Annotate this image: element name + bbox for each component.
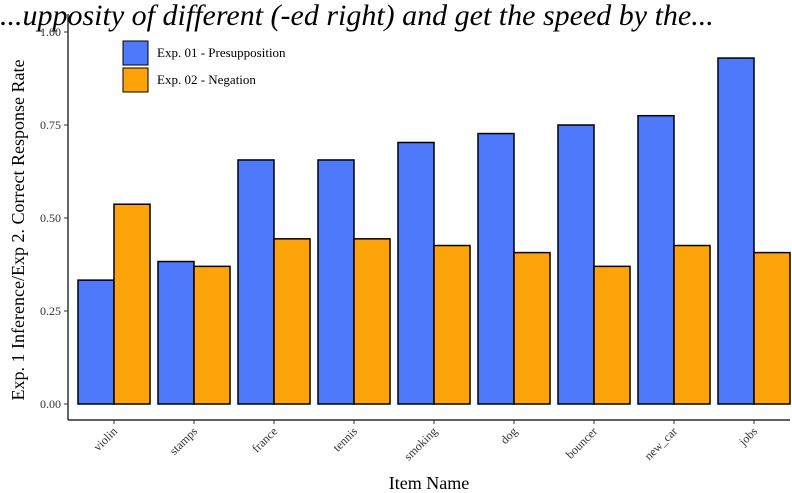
bar-new_car-series-2 bbox=[673, 244, 711, 405]
bar-tennis-series-1 bbox=[317, 159, 355, 405]
bar-dog-series-1 bbox=[477, 132, 515, 405]
legend-swatch-presupposition bbox=[122, 40, 149, 66]
x-ticks: violin stamps france tennis smoking dog bounce… bbox=[90, 420, 760, 463]
x-tick-label: france bbox=[249, 424, 280, 455]
bars-group bbox=[77, 57, 791, 405]
y-tick-label: 0.25 bbox=[40, 304, 61, 318]
bar-jobs-series-1 bbox=[717, 57, 755, 405]
bar-new_car-series-1 bbox=[637, 114, 675, 405]
x-tick-label: violin bbox=[90, 424, 120, 454]
bar-tennis-series-2 bbox=[353, 238, 391, 405]
y-tick-label: 0.75 bbox=[40, 118, 61, 132]
bar-stamps-series-1 bbox=[157, 260, 195, 405]
y-tick-label: 1.00 bbox=[40, 25, 61, 39]
bar-violin-series-2 bbox=[113, 203, 151, 405]
bar-violin-series-1 bbox=[77, 279, 115, 405]
legend-label-negation: Exp. 02 - Negation bbox=[157, 72, 256, 87]
legend-label-presupposition: Exp. 01 - Presupposition bbox=[157, 45, 286, 60]
chart-title: ...upposity of different (-ed right) and… bbox=[0, 0, 714, 32]
bar-france-series-2 bbox=[273, 238, 311, 405]
x-tick-label: smoking bbox=[401, 424, 440, 463]
bar-bouncer-series-1 bbox=[557, 124, 595, 405]
y-ticks: 0.00 0.25 0.50 0.75 1.00 bbox=[40, 25, 68, 411]
x-tick-label: bouncer bbox=[563, 424, 600, 461]
x-tick-label: stamps bbox=[167, 424, 201, 458]
x-axis-title: Item Name bbox=[389, 473, 469, 493]
bar-dog-series-2 bbox=[513, 251, 551, 405]
x-tick-label: tennis bbox=[330, 424, 360, 454]
bar-jobs-series-2 bbox=[753, 251, 791, 405]
x-tick-label: jobs bbox=[735, 424, 760, 449]
x-tick-label: new_car bbox=[641, 424, 680, 463]
x-tick-label: dog bbox=[497, 424, 520, 447]
y-axis-title: Exp. 1 Inference/Exp 2. Correct Response… bbox=[8, 60, 28, 401]
y-tick-label: 0.00 bbox=[40, 397, 61, 411]
y-tick-label: 0.50 bbox=[40, 211, 61, 225]
legend-swatch-negation bbox=[122, 67, 149, 93]
bar-stamps-series-2 bbox=[193, 265, 231, 405]
bar-bouncer-series-2 bbox=[593, 265, 631, 405]
bar-france-series-1 bbox=[237, 159, 275, 405]
bar-smoking-series-1 bbox=[397, 141, 435, 405]
bar-smoking-series-2 bbox=[433, 244, 471, 405]
legend: Exp. 01 - Presupposition Exp. 02 - Negat… bbox=[122, 40, 286, 93]
